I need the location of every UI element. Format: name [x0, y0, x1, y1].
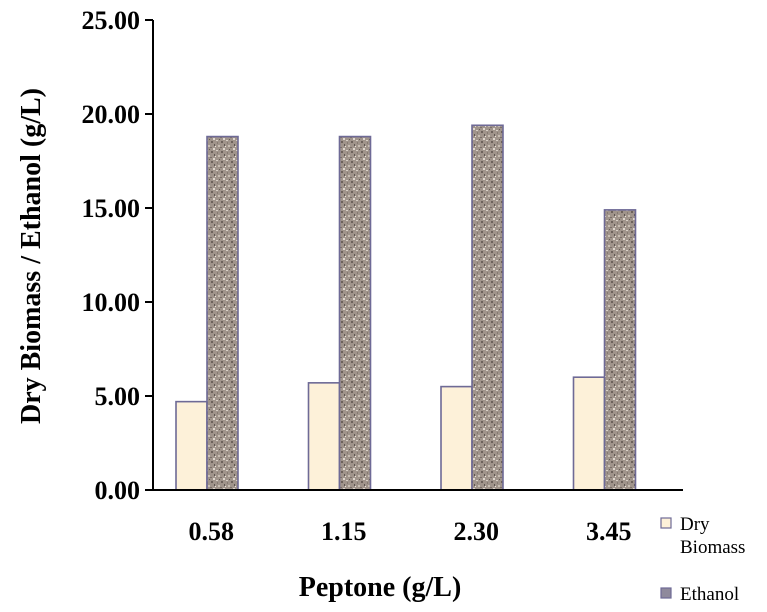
y-axis-ticks: 0.00 5.00 10.00 15.00 20.00 25.00	[82, 6, 153, 505]
x-axis-labels: 0.58 1.15 2.30 3.45	[189, 517, 632, 546]
y-tick-label: 10.00	[82, 288, 141, 317]
bar-ethanol-1-15	[338, 135, 372, 491]
legend-label: Biomass	[680, 537, 745, 558]
bar-dry-biomass-3-45	[572, 376, 606, 491]
y-tick-label: 20.00	[82, 100, 141, 129]
bar-dry-biomass-0-58	[175, 400, 208, 491]
legend-label: Dry	[680, 514, 710, 535]
legend-label: Ethanol	[680, 584, 739, 605]
bars-group	[175, 124, 637, 491]
y-axis-title: Dry Biomass / Ethanol (g/L)	[16, 88, 47, 424]
bar-dry-biomass-1-15	[307, 382, 341, 491]
x-tick-label: 1.15	[321, 517, 367, 546]
y-tick-label: 15.00	[82, 194, 141, 223]
bar-dry-biomass-2-30	[440, 385, 473, 491]
x-tick-label: 3.45	[586, 517, 632, 546]
x-tick-label: 0.58	[189, 517, 235, 546]
x-axis-title: Peptone (g/L)	[299, 572, 462, 603]
x-tick-label: 2.30	[454, 517, 500, 546]
y-tick-label: 0.00	[95, 476, 141, 505]
bar-ethanol-3-45	[603, 209, 637, 491]
y-tick-label: 25.00	[82, 6, 141, 35]
bar-ethanol-0-58	[206, 135, 239, 491]
legend-swatch-dry-biomass	[660, 517, 672, 529]
bar-ethanol-2-30	[471, 124, 504, 491]
y-tick-label: 5.00	[95, 382, 141, 411]
legend-swatch-ethanol	[660, 587, 672, 599]
